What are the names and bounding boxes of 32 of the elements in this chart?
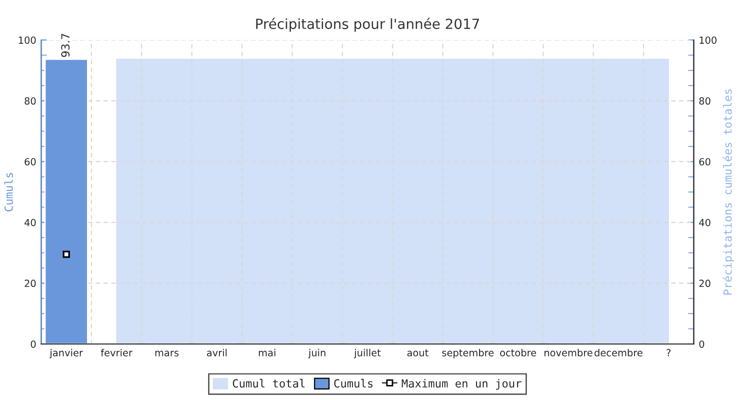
x-tick-label: juillet	[354, 348, 381, 358]
y-tick-label: 80	[24, 97, 36, 105]
y-tick-label: 100	[18, 36, 36, 44]
x-tick-label: janvier	[50, 348, 83, 358]
x-tick-label: octobre	[500, 348, 536, 356]
x-tick-label: aout	[407, 349, 428, 356]
legend-label: Maximum en un jour	[402, 378, 522, 390]
legend-label: Cumuls	[334, 378, 372, 388]
legend-label: Cumul total	[232, 378, 305, 388]
data-label: 93.7	[61, 34, 70, 57]
y2-tick-label: 40	[699, 218, 710, 226]
y-tick-label: 40	[24, 218, 36, 226]
y2-axis-title: Précipitations cumulées totales	[722, 89, 734, 295]
y2-tick-label: 80	[699, 97, 710, 105]
y2-tick-label: 20	[699, 280, 710, 288]
y-axis-title: Cumuls	[4, 173, 13, 212]
x-tick-label: novembre	[544, 348, 592, 356]
chart-title: Précipitations pour l'année 2017	[256, 18, 479, 32]
y2-tick-label: 100	[700, 36, 717, 44]
x-tick-label: juin	[308, 348, 326, 358]
x-tick-label: ?	[666, 349, 671, 356]
y-tick-label: 20	[24, 280, 36, 288]
x-tick-label: decembre	[594, 348, 642, 356]
x-tick-label: mars	[155, 350, 178, 356]
y-tick-label: 0	[30, 340, 36, 348]
x-tick-label: avril	[206, 348, 227, 356]
y-tick-label: 60	[24, 158, 36, 166]
x-tick-label: septembre	[442, 348, 494, 358]
x-tick-label: mai	[258, 348, 276, 356]
y2-tick-label: 60	[699, 158, 710, 166]
y2-tick-label: 0	[699, 340, 704, 348]
x-tick-label: fevrier	[100, 348, 132, 356]
